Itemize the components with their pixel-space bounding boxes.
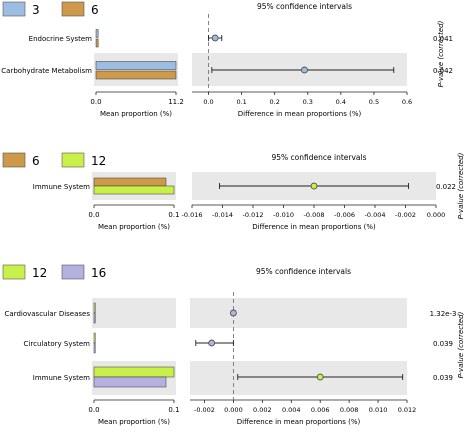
ci-point (208, 339, 216, 347)
legend-swatch (2, 1, 26, 17)
right-tick-label: -0.002 (395, 211, 416, 219)
p-value: 1.32e-3 (430, 310, 457, 318)
bar-12 (93, 332, 96, 344)
legend-swatch (2, 152, 26, 168)
right-tick-label: -0.002 (194, 406, 215, 414)
left-x-label: Mean proportion (%) (98, 223, 170, 231)
right-tick-label: -0.014 (212, 211, 233, 219)
right-tick-label: 0.5 (369, 98, 379, 106)
right-tick-label: -0.012 (243, 211, 264, 219)
bar-16 (93, 342, 96, 354)
category-label: Immune System (33, 183, 90, 191)
bar-16 (93, 312, 96, 324)
right-band (192, 53, 407, 86)
ci-point (301, 66, 308, 74)
bar-3 (95, 29, 99, 38)
panel-1: 3 6 95% confidence intervals Endocrine Syst… (1, 1, 453, 118)
ci-point (230, 309, 237, 317)
legend-label: 6 (91, 3, 99, 17)
left-tick-label: 0.1 (168, 211, 179, 219)
ci-point (211, 34, 219, 42)
left-tick-label: 0.0 (90, 98, 101, 106)
bar-12 (93, 185, 175, 195)
legend-swatch (61, 264, 85, 280)
right-tick-label: 0.6 (402, 98, 412, 106)
right-tick-label: 0.0 (203, 98, 213, 106)
right-band (190, 361, 407, 395)
bar-12 (93, 302, 96, 314)
right-x-label: Difference in mean proportions (%) (252, 223, 376, 231)
right-tick-label: -0.010 (273, 211, 294, 219)
ci-point (316, 373, 324, 381)
right-tick-label: -0.004 (365, 211, 386, 219)
bar-6 (95, 70, 177, 80)
ci-title: 95% confidence intervals (256, 267, 351, 276)
category-label: Carbohydrate Metabolism (1, 67, 92, 75)
legend-swatch (61, 1, 85, 17)
left-tick-label: 0.1 (168, 406, 179, 414)
left-x-label: Mean proportion (%) (100, 110, 172, 118)
right-tick-label: 0.006 (311, 406, 330, 414)
p-value: 0.039 (433, 340, 453, 348)
panel-3: 12 16 95% confidence intervals Cardiovascul… (2, 264, 465, 426)
category-label: Cardiovascular Diseases (5, 310, 91, 318)
right-tick-label: 0.008 (340, 406, 359, 414)
legend-label: 16 (91, 266, 106, 280)
category-label: Endocrine System (29, 35, 93, 43)
legend-label: 6 (32, 154, 40, 168)
ci-point (310, 182, 318, 190)
left-band (92, 298, 176, 328)
right-tick-label: 0.2 (270, 98, 280, 106)
right-tick-label: 0.000 (224, 406, 243, 414)
right-tick-label: 0.010 (369, 406, 388, 414)
legend-swatch (2, 264, 26, 280)
right-tick-label: 0.002 (253, 406, 272, 414)
legend-label: 12 (91, 154, 106, 168)
right-tick-label: -0.016 (182, 211, 203, 219)
bar-6 (93, 177, 167, 187)
p-value: 0.022 (436, 183, 456, 191)
legend-label: 12 (32, 266, 47, 280)
legend-swatch (61, 152, 85, 168)
p-value-axis-label: P-value (corrected) (457, 152, 465, 219)
bar-3 (95, 61, 177, 70)
p-value: 0.039 (433, 374, 453, 382)
right-tick-label: 0.1 (236, 98, 246, 106)
right-x-label: Difference in mean proportions (%) (237, 418, 361, 426)
bar-12 (93, 366, 175, 378)
right-tick-label: 0.000 (427, 211, 446, 219)
p-value: 0.041 (433, 35, 453, 43)
p-value-axis-label: P-value (corrected) (437, 20, 445, 87)
panel-2: 6 12 95% confidence intervals Immune System… (2, 152, 465, 231)
right-tick-label: 0.3 (303, 98, 313, 106)
right-tick-label: 0.4 (336, 98, 346, 106)
left-tick-label: 11.2 (168, 98, 184, 106)
left-tick-label: 0.0 (88, 211, 99, 219)
ci-title: 95% confidence intervals (272, 153, 367, 162)
right-tick-label: 0.012 (398, 406, 417, 414)
bar-6 (95, 38, 99, 48)
left-x-label: Mean proportion (%) (98, 418, 170, 426)
right-tick-label: -0.008 (304, 211, 325, 219)
category-label: Circulatory System (24, 340, 91, 348)
right-band (190, 298, 407, 328)
p-value: 0.042 (433, 67, 453, 75)
legend-label: 3 (32, 3, 40, 17)
right-tick-label: -0.006 (334, 211, 355, 219)
right-x-label: Difference in mean proportions (%) (238, 110, 362, 118)
category-label: Immune System (33, 374, 90, 382)
p-value-axis-label: P-value (corrected) (457, 311, 465, 378)
ci-title: 95% confidence intervals (257, 2, 352, 11)
left-tick-label: 0.0 (88, 406, 99, 414)
right-tick-label: 0.004 (282, 406, 301, 414)
bar-16 (93, 376, 167, 388)
